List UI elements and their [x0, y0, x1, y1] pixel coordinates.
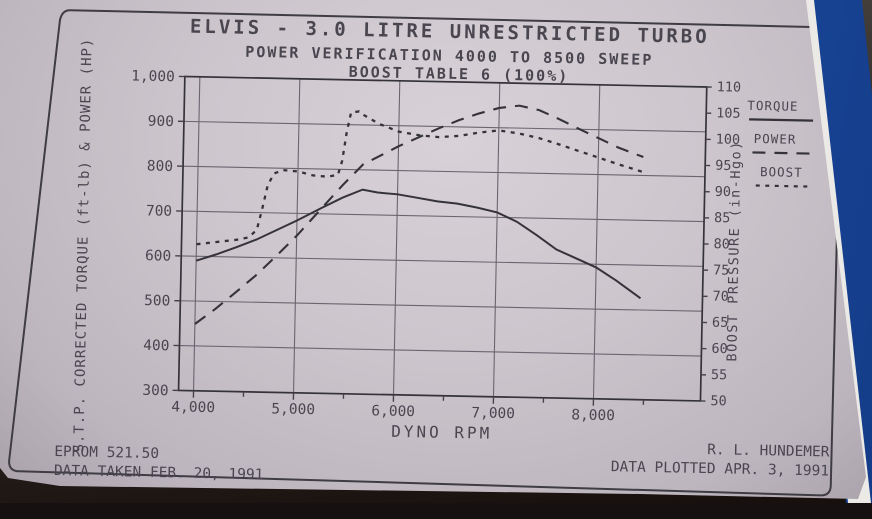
left-tick-label: 600 — [145, 248, 172, 265]
footer-left: EPROM 521.50 DATA TAKEN FEB. 20, 1991 — [54, 443, 264, 484]
x-tick-label: 7,000 — [471, 405, 515, 422]
footer-right: R. L. HUNDEMER DATA PLOTTED APR. 3, 1991 — [461, 436, 830, 480]
left-tick-label: 300 — [142, 383, 169, 400]
torque-line-sample — [747, 116, 815, 124]
vertical-gridline — [194, 77, 200, 391]
vertical-gridline — [394, 81, 400, 395]
legend-line-glyph — [752, 152, 812, 153]
right-tick-label: 105 — [716, 105, 741, 121]
right-tick-label: 95 — [715, 158, 732, 174]
right-tick-label: 90 — [714, 184, 731, 200]
x-tick-label: 6,000 — [371, 403, 415, 420]
right-tick-label: 50 — [710, 393, 727, 409]
horizontal-gridline — [184, 121, 706, 131]
right-tick-label: 100 — [716, 132, 741, 148]
legend-line-glyph — [756, 185, 812, 186]
torque-curve — [196, 186, 643, 298]
right-tick-label: 70 — [712, 288, 729, 304]
photo-of-dyno-chart: ELVIS - 3.0 LITRE UNRESTRICTED TURBO POW… — [0, 0, 872, 503]
left-tick-label: 400 — [143, 338, 170, 355]
power-line-sample — [746, 149, 814, 157]
left-tick-label: 900 — [148, 114, 175, 131]
left-tick-label: 700 — [146, 203, 173, 220]
right-tick-label: 60 — [711, 341, 728, 357]
legend-line-glyph — [749, 119, 813, 120]
horizontal-gridline — [183, 166, 705, 176]
left-tick-label: 800 — [147, 158, 174, 175]
horizontal-gridline — [180, 301, 702, 311]
right-tick-label: 65 — [712, 315, 729, 331]
horizontal-gridline — [181, 256, 703, 266]
right-tick-label: 80 — [713, 236, 730, 252]
right-tick-label: 85 — [714, 210, 731, 226]
right-tick-label: 75 — [713, 262, 730, 278]
right-tick-label: 55 — [711, 367, 728, 383]
vertical-gridline — [593, 85, 599, 399]
boost-line-sample — [746, 182, 814, 190]
left-tick-label: 1,000 — [131, 68, 175, 85]
left-tick-label: 500 — [144, 293, 171, 310]
x-tick-label: 8,000 — [571, 407, 615, 424]
right-tick-label: 110 — [717, 79, 742, 95]
x-tick-label: 5,000 — [271, 401, 315, 418]
boost-curve — [196, 108, 644, 253]
horizontal-gridline — [179, 346, 701, 356]
x-tick-label: 4,000 — [171, 399, 215, 416]
